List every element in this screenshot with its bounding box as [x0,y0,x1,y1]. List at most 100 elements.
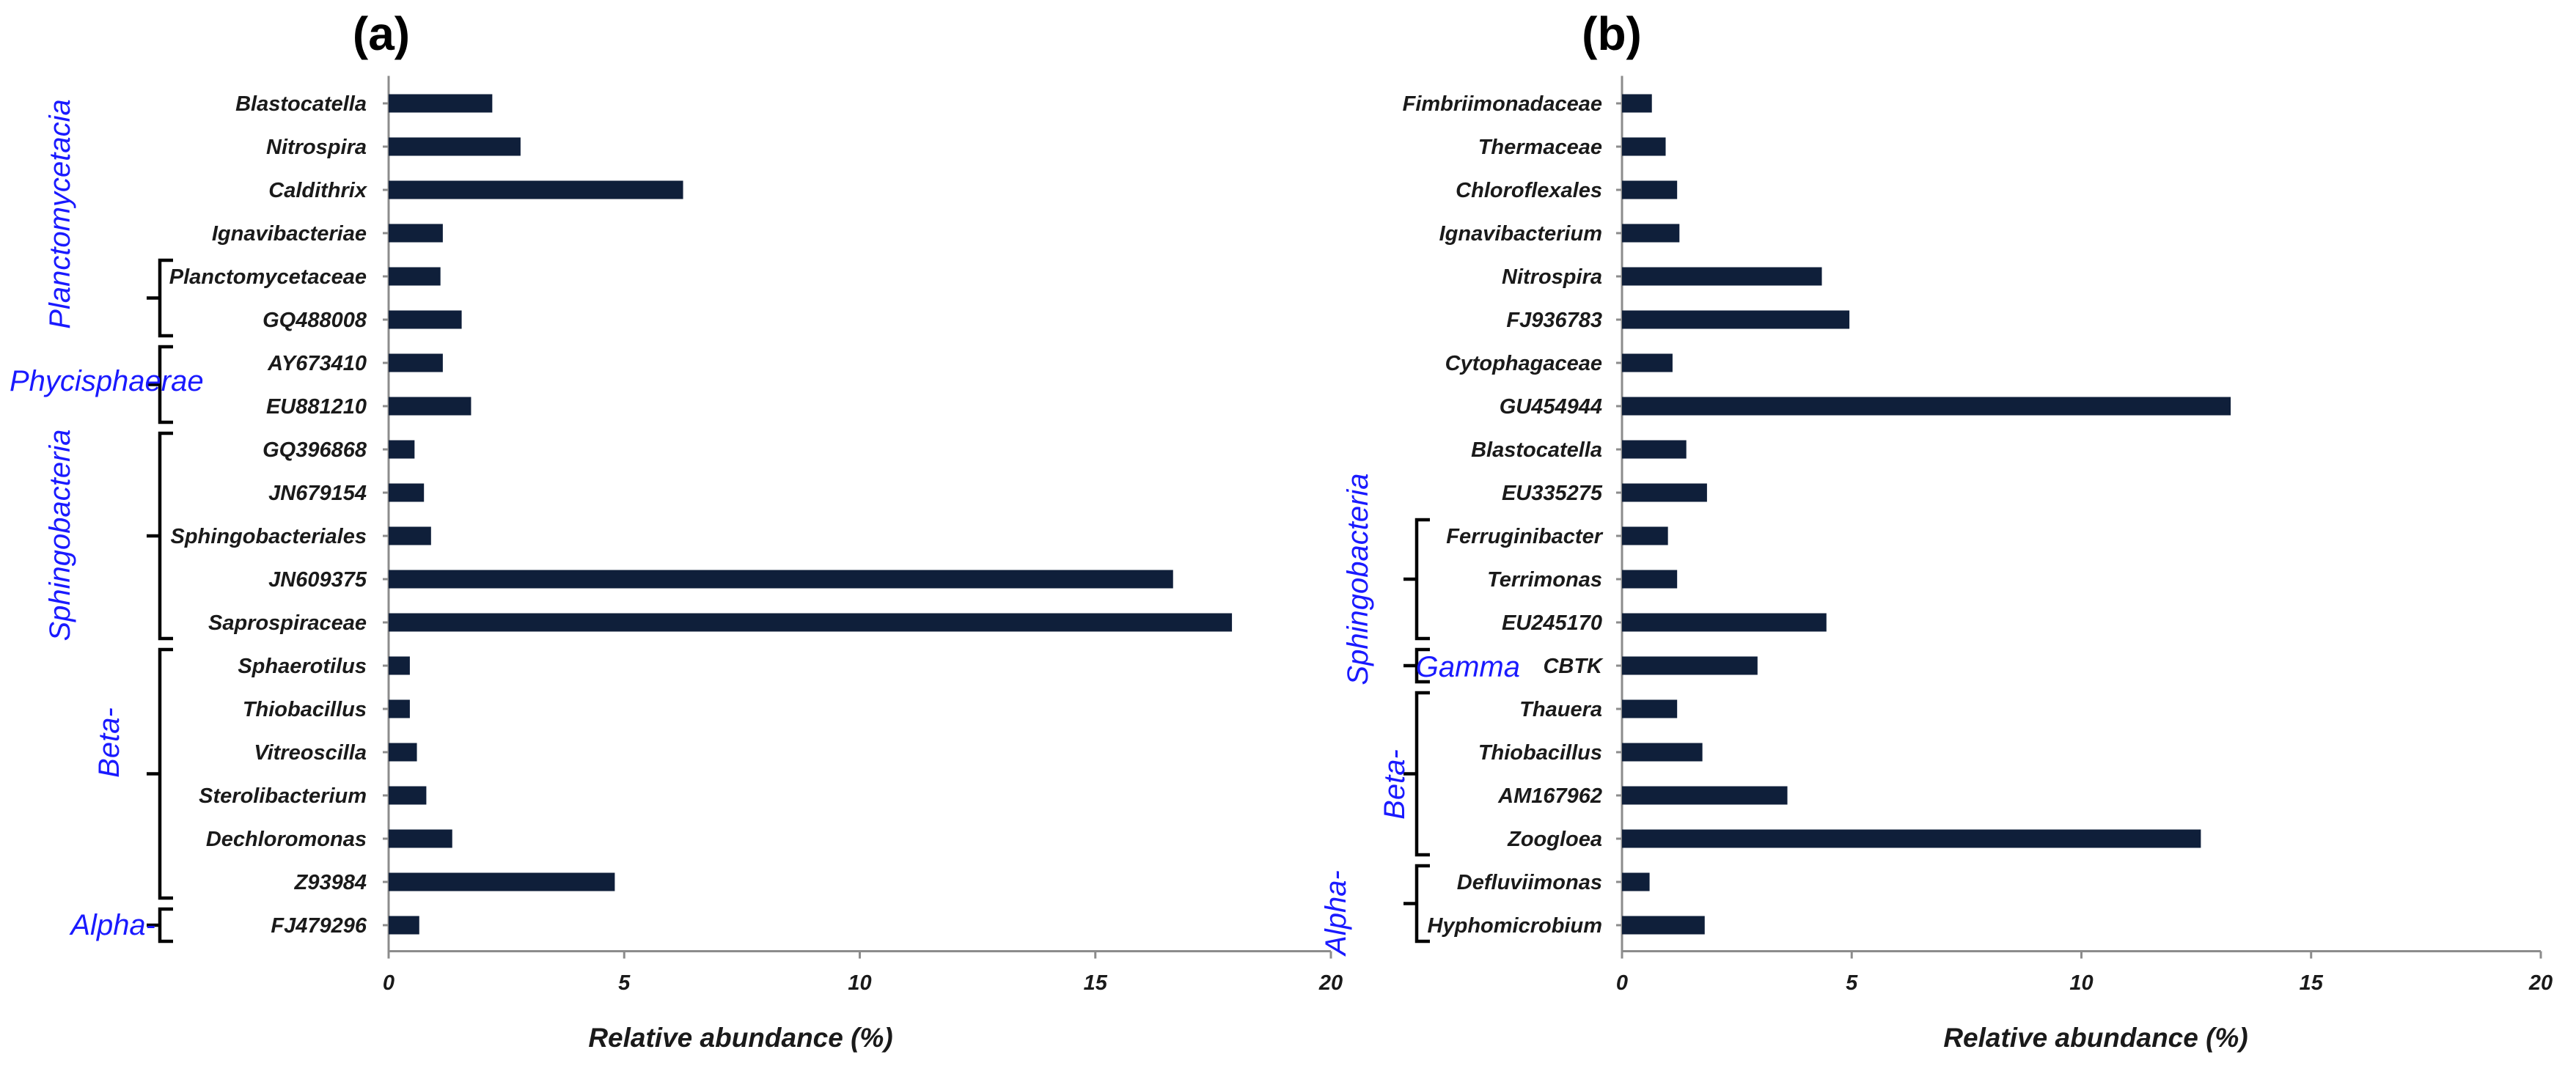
panel-a-bar-dechloromonas [389,829,452,848]
panel-b-category-label: FJ936783 [1506,309,1602,332]
panel-b-bar-thauera [1622,699,1678,718]
panel-a-category-label: Sphingobacteriales [170,525,367,548]
panel-a-x-tick-label: 5 [618,971,631,995]
panel-a-bracket-phycisphaerae [147,345,173,424]
panel-b: (b) Sphingobacteria Gamma Beta- Alpha- 0 5 10… [1320,7,2553,1053]
panel-b-category-label: Thauera [1519,698,1602,721]
panel-a-bar-caldithrix [389,180,683,199]
panel-a-category-label: EU881210 [266,395,367,419]
panel-b-category-label: Ferruginibacter [1446,525,1603,548]
panel-a-bracket-planctomycetacia [147,258,173,338]
panel-a-category-label: Z93984 [294,871,367,894]
panel-a-bar-saprospiraceae [389,613,1233,632]
panel-a-category-label: Caldithrix [268,179,368,202]
panel-b-group-label-beta: Beta- [1379,749,1411,820]
panel-b-bar-fimbriimonadaceae [1622,94,1652,113]
panel-a-category-label: JN609375 [268,568,367,592]
panel-a-bar-blastocatella [389,94,493,113]
panel-a-category-label: FJ479296 [271,914,367,938]
panel-b-category-label: Nitrospira [1502,265,1602,289]
panel-b-group-label-gamma: Gamma [1416,651,1520,683]
panel-a-x-tick-label: 0 [383,971,395,995]
panel-a-group-label-planctomycetacia: Planctomycetacia [44,99,76,328]
panel-b-category-label: GU454944 [1500,395,1602,419]
panel-b-category-label: Fimbriimonadaceae [1403,92,1602,116]
panel-b-category-label: Hyphomicrobium [1428,914,1602,938]
panel-b-group-label-alpha: Alpha- [1320,870,1352,957]
panel-a-bar-gq396868 [389,440,415,459]
panel-a-bar-sterolibacterium [389,786,427,805]
panel-b-category-label: AM167962 [1497,784,1602,808]
panel-b-category-label: Defluviimonas [1457,871,1602,894]
panel-a-bracket-beta [147,647,173,900]
panel-a-group-label-beta: Beta- [93,707,125,778]
panel-a-category-label: Vitreoscilla [254,741,367,765]
panel-b-bar-chloroflexales [1622,180,1678,199]
panel-b-bar-hyphomicrobium [1622,916,1705,935]
panel-b-bar-thermaceae [1622,137,1666,156]
panel-a-group-label-phycisphaerae: Phycisphaerae [10,365,204,397]
panel-b-bracket-gamma [1403,647,1430,684]
panel-a-x-tick-label: 10 [848,971,871,995]
panel-b-category-label: Cytophagaceae [1445,352,1602,375]
panel-b-bracket-alpha [1403,864,1430,944]
panel-b-bar-ferruginibacter [1622,526,1668,545]
panel-a-group-label-alpha: Alpha- [69,909,155,941]
panel-b-category-label: Chloroflexales [1456,179,1602,202]
panel-a-bracket-sphingobacteria [147,431,173,641]
panel-b-bar-nitrospira [1622,267,1822,286]
panel-a-category-label: Sphaerotilus [238,655,367,678]
panel-b-bar-thiobacillus [1622,743,1703,762]
panel-b-x-tick-label: 10 [2069,971,2093,995]
panel-a-x-axis-title: Relative abundance (%) [588,1023,892,1053]
panel-a-bar-ignavibacteriae [389,224,443,243]
panel-a-bar-sphaerotilus [389,656,410,675]
panel-b-bracket-sphingobacteria [1403,518,1430,641]
panel-b-bar-defluviimonas [1622,872,1650,891]
panel-b-x-axis-title: Relative abundance (%) [1943,1023,2247,1053]
panel-a-bar-vitreoscilla [389,743,417,762]
panel-b-bar-ignavibacterium [1622,224,1680,243]
panel-a-bar-jn679154 [389,483,425,502]
panel-a-bar-ay673410 [389,353,443,372]
panel-a-category-label: Ignavibacteriae [212,222,367,246]
panel-a-bar-jn609375 [389,570,1173,589]
panel-a-category-label: Nitrospira [266,136,367,159]
panel-b-bar-fj936783 [1622,310,1850,329]
panel-b-group-label-sphingobacteria: Sphingobacteria [1342,473,1374,685]
panel-b-category-label: Blastocatella [1471,438,1602,462]
panel-b-category-label: Ignavibacterium [1439,222,1602,246]
panel-a-bar-nitrospira [389,137,521,156]
panel-a-title: (a) [353,7,410,60]
panel-b-x-tick-label: 0 [1616,971,1628,995]
panel-b-bar-cbtk [1622,656,1758,675]
panel-b-category-label: Zoogloea [1507,828,1602,851]
panel-b-bracket-beta [1403,691,1430,857]
panel-a-x-tick-label: 20 [1318,971,1343,995]
panel-b-bar-am167962 [1622,786,1788,805]
panel-a-x-tick-label: 15 [1084,971,1108,995]
panel-b-x-tick-label: 5 [1846,971,1858,995]
panel-a-category-label: Dechloromonas [206,828,367,851]
panel-b-category-label: EU245170 [1502,611,1602,635]
panel-a-category-label: Blastocatella [235,92,367,116]
panel-b-x-tick-label: 20 [2528,971,2553,995]
panel-a-group-label-sphingobacteria: Sphingobacteria [44,429,76,641]
panel-b-bar-terrimonas [1622,570,1678,589]
panel-b-title: (b) [1582,7,1642,60]
panel-a-bar-eu881210 [389,397,471,416]
panel-b-bar-eu335275 [1622,483,1707,502]
panel-a-category-label: Sterolibacterium [199,784,367,808]
panel-b-category-label: CBTK [1543,655,1604,678]
panel-a-category-label: AY673410 [267,352,367,375]
panel-a-bar-planctomycetaceae [389,267,441,286]
panel-a-bar-z93984 [389,872,615,891]
panel-a-category-label: JN679154 [268,482,367,505]
panel-b-category-label: Thiobacillus [1478,741,1602,765]
panel-a-category-label: GQ396868 [263,438,367,462]
panel-b-bar-gu454944 [1622,397,2231,416]
panel-a: (a) Planctomycetacia Phycisphaerae Sphingo… [10,7,1343,1053]
panel-b-category-label: EU335275 [1502,482,1603,505]
panel-b-category-label: Thermaceae [1478,136,1602,159]
